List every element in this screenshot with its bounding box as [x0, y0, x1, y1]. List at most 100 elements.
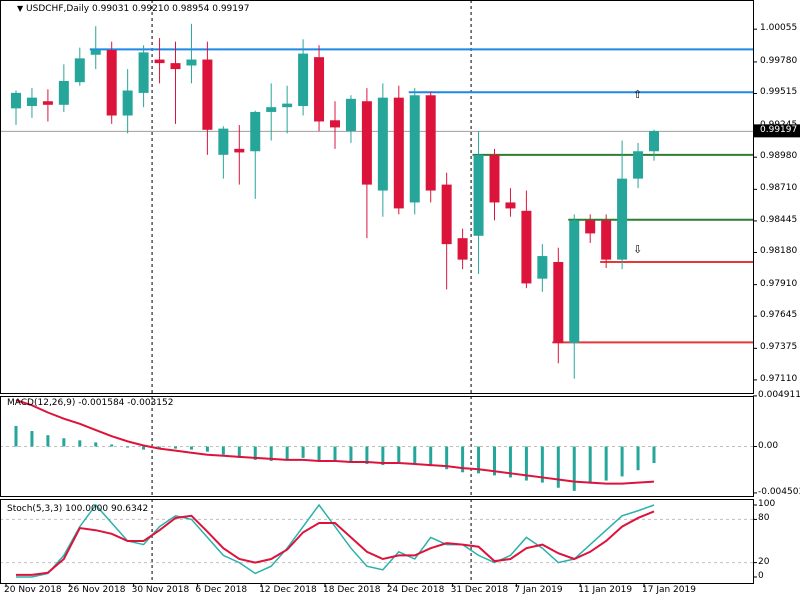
macd-histogram-bar: [588, 446, 592, 484]
stoch-y-tick-label: 20: [758, 556, 770, 567]
macd-histogram-bar: [524, 446, 528, 481]
macd-histogram-bar: [221, 446, 225, 455]
y-tick-label: 0.97645: [760, 310, 798, 321]
macd-histogram-bar: [62, 438, 66, 447]
main-price-pane[interactable]: [0, 0, 800, 583]
y-tick-label: 0.97375: [760, 342, 798, 353]
down-arrow-icon: ⇩: [633, 243, 643, 257]
candle-body: [250, 111, 261, 152]
stoch-signal-line: [16, 510, 655, 576]
candle-body: [42, 101, 53, 105]
macd-histogram-bar: [174, 446, 177, 449]
macd-histogram-bar: [78, 440, 82, 447]
macd-histogram-bar: [142, 446, 146, 450]
macd-histogram-bar: [620, 446, 624, 477]
candle-body: [553, 262, 564, 343]
candle-body: [106, 50, 117, 116]
x-tick-label: 26 Nov 2018: [67, 585, 126, 595]
candle-body: [425, 95, 436, 191]
candle-body: [138, 52, 149, 93]
macd-histogram-bar: [477, 446, 481, 474]
dropdown-triangle-icon[interactable]: ▼: [17, 4, 24, 13]
macd-histogram-bar: [445, 446, 449, 470]
macd-histogram-bar: [636, 446, 640, 471]
macd-histogram-bar: [205, 446, 209, 452]
candle-body: [521, 210, 532, 284]
candle-body: [266, 107, 277, 112]
x-tick-label: 17 Jan 2019: [642, 585, 696, 595]
candle-body: [649, 131, 659, 152]
candle-body: [26, 97, 37, 106]
macd-pane[interactable]: [0, 395, 757, 494]
macd-histogram-bar: [493, 446, 496, 476]
macd-histogram-bar: [158, 446, 162, 448]
stoch-y-tick-label: 100: [758, 499, 776, 509]
y-tick-label: 0.99245: [760, 119, 798, 130]
candle-body: [361, 101, 372, 185]
macd-histogram-bar: [14, 425, 18, 447]
candle-body: [11, 92, 21, 109]
macd-histogram-bar: [429, 446, 433, 467]
candle-body: [601, 220, 612, 260]
macd-histogram-bar: [572, 446, 576, 491]
pane-border: [0, 396, 754, 497]
macd-histogram-bar: [317, 446, 321, 461]
macd-histogram-bar: [556, 446, 560, 488]
candle-body: [473, 154, 484, 236]
macd-histogram-bar: [461, 446, 465, 473]
y-tick-label: 0.98445: [760, 214, 798, 225]
candle-body: [218, 128, 229, 155]
macd-histogram-bar: [652, 446, 656, 464]
stoch-y-tick-label: 0: [758, 571, 764, 581]
x-tick-label: 20 Nov 2018: [4, 585, 62, 595]
main-header: ▼ USDCHF,Daily 0.99031 0.99210 0.98954 0…: [17, 4, 249, 14]
macd-histogram-bar: [46, 435, 50, 447]
candle-body: [377, 97, 388, 191]
x-tick-label: 31 Dec 2018: [450, 585, 509, 595]
stoch-main-line: [16, 503, 655, 578]
candle-body: [122, 90, 133, 116]
x-tick-label: 6 Dec 2018: [195, 585, 248, 595]
macd-histogram-bar: [397, 446, 401, 464]
macd-histogram-bar: [604, 446, 608, 481]
macd-histogram-bar: [301, 446, 305, 458]
current-price-label: 0.99197: [760, 125, 798, 136]
pane-border: [0, 0, 754, 394]
chart-frame: [0, 0, 754, 587]
candle-body: [330, 120, 340, 128]
y-tick-label: 0.97910: [760, 278, 798, 289]
stoch-y-tick-label: 80: [758, 513, 770, 524]
candle-body: [457, 238, 468, 260]
x-tick-label: 7 Jan 2019: [514, 585, 563, 595]
pane-border: [0, 499, 754, 584]
candle-body: [74, 58, 85, 83]
current-price-tag-bg: [754, 124, 800, 138]
candle-body: [441, 184, 452, 245]
candle-body: [633, 151, 644, 179]
candle-body: [409, 95, 420, 203]
macd-histogram-bar: [365, 446, 369, 465]
candle-body: [298, 53, 309, 106]
stochastic-pane[interactable]: [0, 503, 757, 578]
macd-histogram-bar: [126, 446, 130, 448]
macd-histogram-bar: [189, 446, 193, 450]
y-tick-label: 0.97110: [760, 373, 798, 384]
y-tick-label: 0.98180: [760, 246, 798, 257]
macd-histogram-bar: [253, 446, 257, 460]
y-tick-label: 0.99515: [760, 87, 798, 98]
x-tick-label: 30 Nov 2018: [131, 585, 190, 595]
y-tick-label: 0.99780: [760, 55, 798, 66]
macd-histogram-bar: [269, 446, 273, 461]
candle-body: [393, 97, 404, 209]
candle-body: [569, 220, 580, 343]
candle-body: [154, 59, 165, 64]
macd-y-tick-label: -0.004503: [758, 486, 800, 497]
x-tick-label: 11 Jan 2019: [578, 585, 633, 595]
candle-body: [585, 220, 596, 234]
macd-histogram-bar: [349, 446, 353, 462]
macd-header: MACD(12,26,9) -0.001584 -0.003152: [7, 398, 174, 408]
candle-body: [90, 50, 101, 55]
macd-y-tick-label: 0.00: [758, 440, 779, 451]
macd-histogram-bar: [94, 442, 98, 447]
